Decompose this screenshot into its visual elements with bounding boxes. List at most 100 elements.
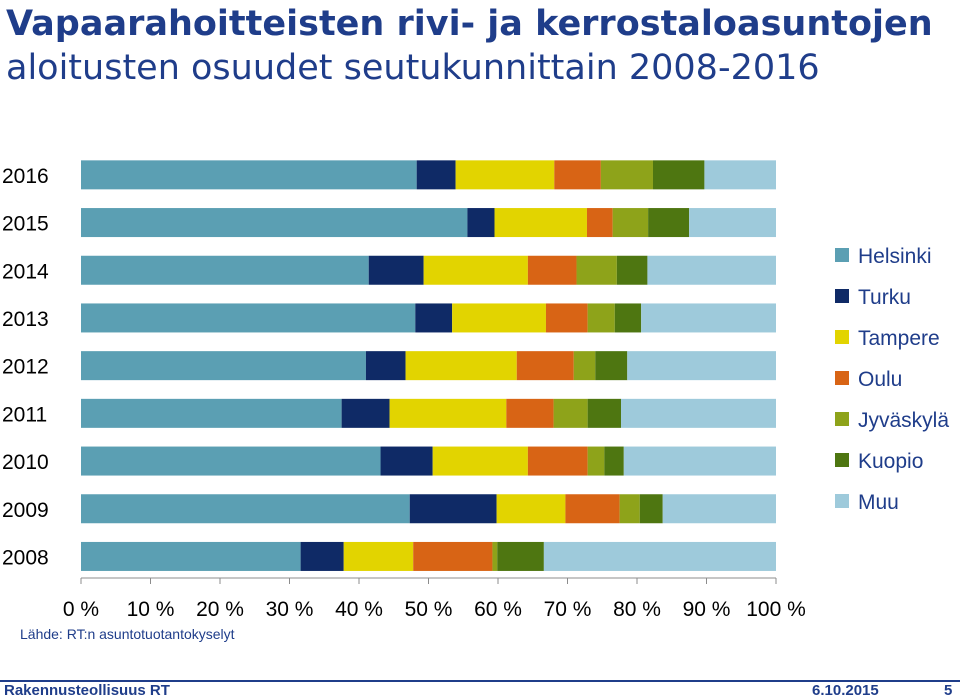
bar-segment (612, 208, 649, 238)
x-tick-label: 80 % (613, 598, 661, 621)
legend-swatch (835, 289, 849, 303)
legend-swatch (835, 330, 849, 344)
bar-segment (689, 208, 776, 238)
bar-segment (623, 446, 776, 476)
footer-divider (0, 680, 960, 682)
bar-segment (619, 494, 640, 524)
bar-segment (516, 351, 574, 381)
bar-segment (554, 160, 601, 190)
bar-segment (565, 494, 620, 524)
bar-segment (627, 351, 776, 381)
x-tick-label: 30 % (266, 598, 314, 621)
bar-segment (81, 303, 416, 333)
bar-segment (492, 541, 498, 571)
legend-swatch (835, 412, 849, 426)
title-line-1: Vapaarahoitteisten rivi- ja kerrostaloas… (6, 4, 933, 44)
x-tick-label: 50 % (405, 598, 453, 621)
bar-segment (423, 255, 528, 285)
bar-segment (81, 541, 301, 571)
x-tick-label: 60 % (474, 598, 522, 621)
slide-title: Vapaarahoitteisten rivi- ja kerrostaloas… (6, 2, 956, 90)
legend-swatch (835, 494, 849, 508)
bar-segment (497, 541, 544, 571)
category-label: 2013 (2, 308, 49, 331)
category-label: 2015 (2, 213, 49, 236)
bar-segment (343, 541, 414, 571)
bar-segment (81, 398, 342, 428)
x-tick-label: 10 % (127, 598, 175, 621)
bar-segment (639, 494, 663, 524)
title-line-2: aloitusten osuudet seutukunnittain 2008-… (6, 48, 820, 88)
bar-segment (81, 446, 381, 476)
bar-segment (614, 303, 642, 333)
x-tick-label: 100 % (746, 598, 806, 621)
bar-segment (405, 351, 517, 381)
legend-swatch (835, 453, 849, 467)
bar-segment (641, 303, 776, 333)
bar-segment (365, 351, 406, 381)
bar-segment (81, 494, 410, 524)
x-tick-label: 40 % (335, 598, 383, 621)
legend-label: Muu (858, 491, 899, 514)
footer-date: 6.10.2015 (812, 682, 879, 699)
bar-segment (527, 255, 577, 285)
bar-segment (553, 398, 588, 428)
category-label: 2010 (2, 451, 49, 474)
bar-segment (587, 446, 605, 476)
category-label: 2011 (2, 403, 47, 426)
legend-swatch (835, 371, 849, 385)
bar-segment (586, 208, 613, 238)
bar-segment (300, 541, 344, 571)
bar-segment (452, 303, 546, 333)
legend-label: Tampere (858, 327, 940, 350)
x-tick-label: 20 % (196, 598, 244, 621)
category-label: 2016 (2, 165, 49, 188)
bar-segment (621, 398, 776, 428)
legend-label: Kuopio (858, 450, 923, 473)
bar-segment (662, 494, 776, 524)
bar-segment (647, 255, 776, 285)
bar-segment (416, 160, 456, 190)
legend-label: Turku (858, 286, 911, 309)
bar-segment (81, 208, 468, 238)
bar-segment (595, 351, 628, 381)
category-label: 2008 (2, 546, 49, 569)
bar-segment (648, 208, 690, 238)
bar-segment (545, 303, 588, 333)
bar-segment (380, 446, 433, 476)
bar-segment (543, 541, 776, 571)
bar-segment (496, 494, 566, 524)
bar-segment (576, 255, 617, 285)
bar-segment (600, 160, 653, 190)
bar-segment (368, 255, 424, 285)
bar-segment (341, 398, 390, 428)
bar-segment (389, 398, 507, 428)
bar-segment (494, 208, 587, 238)
bar-segment (415, 303, 453, 333)
category-label: 2012 (2, 356, 49, 379)
legend-swatch (835, 248, 849, 262)
bar-segment (467, 208, 495, 238)
bar-segment (573, 351, 596, 381)
category-label: 2009 (2, 499, 49, 522)
bar-segment (704, 160, 776, 190)
bar-segment (432, 446, 528, 476)
bar-segment (587, 398, 622, 428)
legend-label: Oulu (858, 368, 902, 391)
stacked-bar-chart: 2016 2015 2014 2013 2012 2011 2010 2009 2008 0 % 1… (2, 160, 949, 621)
category-label: 2014 (2, 260, 49, 283)
bar-segment (81, 160, 417, 190)
x-tick-label: 0 % (63, 598, 99, 621)
bar-segment (81, 255, 369, 285)
bar-segment (652, 160, 705, 190)
bar-segment (409, 494, 497, 524)
bar-segment (506, 398, 554, 428)
x-tick-label: 70 % (544, 598, 592, 621)
bar-segment (604, 446, 624, 476)
bar-segment (455, 160, 555, 190)
bar-segment (527, 446, 588, 476)
bar-segment (616, 255, 648, 285)
page-number: 5 (944, 682, 953, 699)
legend-label: Helsinki (858, 245, 932, 268)
source-note: Lähde: RT:n asuntotuotantokyselyt (20, 626, 235, 642)
